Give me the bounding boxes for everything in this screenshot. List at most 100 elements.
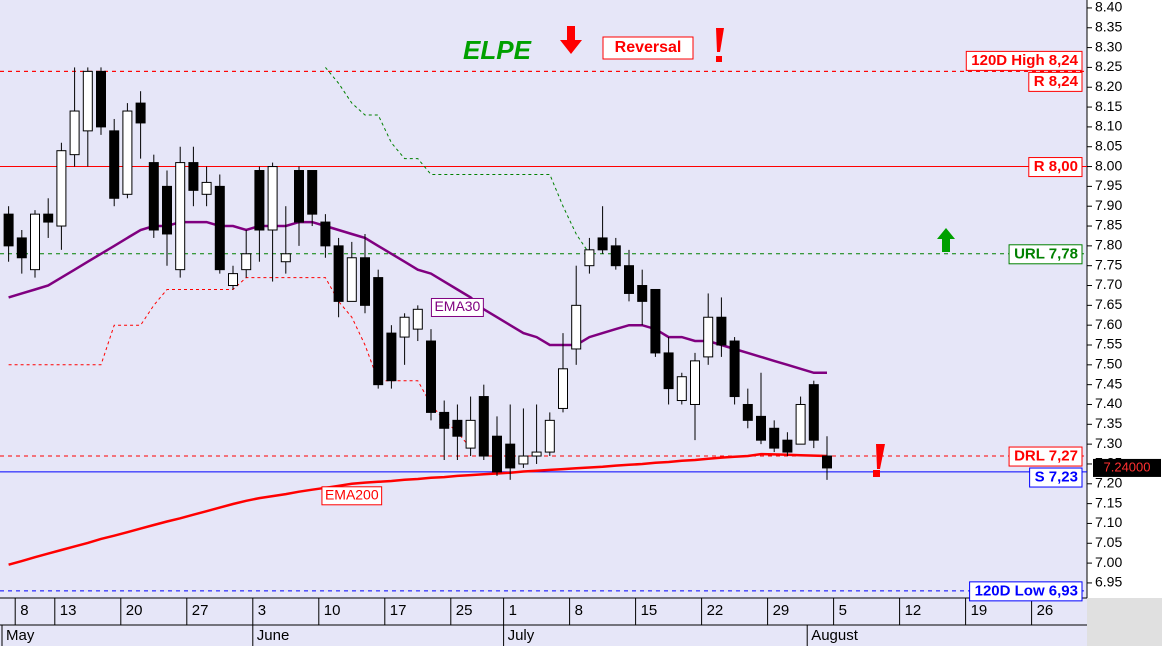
level-label-text: S 7,23: [1035, 469, 1078, 486]
y-tick-label: 7.90: [1095, 197, 1122, 213]
y-tick-label: 7.80: [1095, 237, 1122, 253]
candle-body: [360, 257, 370, 306]
candle-body: [135, 102, 146, 124]
y-tick-label: 7.40: [1095, 395, 1122, 411]
exclamation-mark: [716, 28, 724, 62]
level-label-text: 120D Low 6,93: [975, 582, 1078, 599]
y-tick-label: 8.40: [1095, 0, 1122, 15]
y-tick-label: 7.45: [1095, 375, 1122, 391]
candle-body: [148, 162, 159, 231]
candle-body: [399, 316, 410, 338]
y-tick-label: 8.20: [1095, 78, 1122, 94]
x-tick-label: 29: [773, 602, 790, 619]
level-label: DRL 7,27: [1008, 446, 1083, 467]
candle-body: [452, 419, 463, 437]
x-tick-label: 8: [575, 602, 583, 619]
x-tick-label: 13: [60, 602, 77, 619]
series-label-text: EMA200: [325, 486, 379, 502]
month-label: June: [257, 627, 290, 644]
y-tick-label: 8.25: [1095, 58, 1122, 74]
candle-body: [228, 273, 238, 287]
candle-body: [782, 439, 793, 453]
candle-body: [43, 213, 54, 223]
annotation: Reversal: [615, 39, 682, 56]
candle-body: [69, 110, 80, 156]
x-tick-label: 8: [20, 602, 28, 619]
candle-body: [16, 237, 27, 259]
candle-body: [30, 213, 40, 271]
series-label-text: EMA30: [434, 298, 480, 314]
candle-body: [808, 384, 819, 441]
candle-body: [333, 245, 344, 302]
y-tick-label: 7.10: [1095, 514, 1122, 530]
level-label-box: [1028, 71, 1083, 92]
candle-body: [756, 415, 766, 441]
candle-body: [201, 181, 212, 195]
candle-body: [346, 257, 357, 302]
candle-body: [254, 170, 265, 231]
candle-body: [280, 253, 291, 263]
candle-body: [610, 245, 621, 267]
candle-body: [571, 304, 582, 350]
candle-body: [544, 419, 555, 453]
y-tick-label: 7.35: [1095, 415, 1122, 431]
candle-body: [412, 308, 423, 330]
marks: 6.957.007.057.107.157.207.257.307.357.40…: [0, 0, 1122, 646]
level-label: URL 7,78: [1008, 244, 1083, 265]
plot-background: [0, 0, 1087, 598]
level-label-text: R 8,00: [1034, 158, 1078, 175]
x-tick-label: 27: [192, 602, 209, 619]
candle-body: [82, 70, 93, 132]
candle-body: [531, 451, 542, 457]
level-label-text: DRL 7,27: [1014, 448, 1078, 465]
indicator-line: [8, 220, 827, 375]
annotation-box: [602, 36, 694, 60]
candle-body: [624, 265, 634, 294]
candle-body: [663, 352, 674, 390]
candle-body: [175, 162, 186, 271]
month-label: August: [811, 627, 859, 644]
y-tick-label: 7.15: [1095, 494, 1122, 510]
candle-body: [650, 288, 661, 354]
candle-body: [742, 403, 753, 421]
x-tick-label: 25: [456, 602, 473, 619]
y-tick-label: 8.35: [1095, 18, 1122, 34]
y-tick-label: 7.65: [1095, 296, 1122, 312]
chart-title: ELPE: [463, 35, 532, 65]
candle-body: [320, 221, 331, 247]
candle-body: [386, 332, 397, 382]
level-label-box: [1029, 467, 1083, 488]
candle-body: [439, 411, 450, 429]
y-tick-label: 8.00: [1095, 157, 1122, 173]
candle-body: [188, 162, 199, 191]
level-label-text: 120D High 8,24: [971, 52, 1078, 69]
candle-body: [373, 277, 384, 386]
x-tick-label: 19: [971, 602, 988, 619]
level-label-text: URL 7,78: [1014, 245, 1078, 262]
x-tick-label: 17: [390, 602, 407, 619]
candle-body: [3, 213, 14, 247]
indicator-line: [325, 67, 590, 255]
candle-body: [56, 150, 67, 227]
candle-body: [676, 376, 687, 402]
candle-body: [584, 249, 595, 267]
level-label-text: R 8,24: [1034, 73, 1079, 90]
candle-body: [518, 455, 529, 465]
series-label: EMA200: [321, 486, 383, 506]
y-tick-label: 7.70: [1095, 276, 1122, 292]
x-tick-label: 1: [509, 602, 517, 619]
level-label-box: [1008, 244, 1083, 265]
y-axis-background: [1087, 0, 1162, 598]
y-tick-label: 7.55: [1095, 336, 1122, 352]
up-arrow: [937, 228, 955, 252]
level-label: R 8,00: [1028, 157, 1083, 178]
series-label-box: [321, 486, 383, 506]
y-tick-label: 8.10: [1095, 118, 1122, 134]
candle-body: [690, 360, 700, 405]
x-tick-label: 5: [839, 602, 847, 619]
candle-body: [214, 185, 225, 271]
candle-body: [822, 455, 832, 469]
candle-body: [294, 170, 304, 223]
candle-body: [122, 110, 133, 195]
